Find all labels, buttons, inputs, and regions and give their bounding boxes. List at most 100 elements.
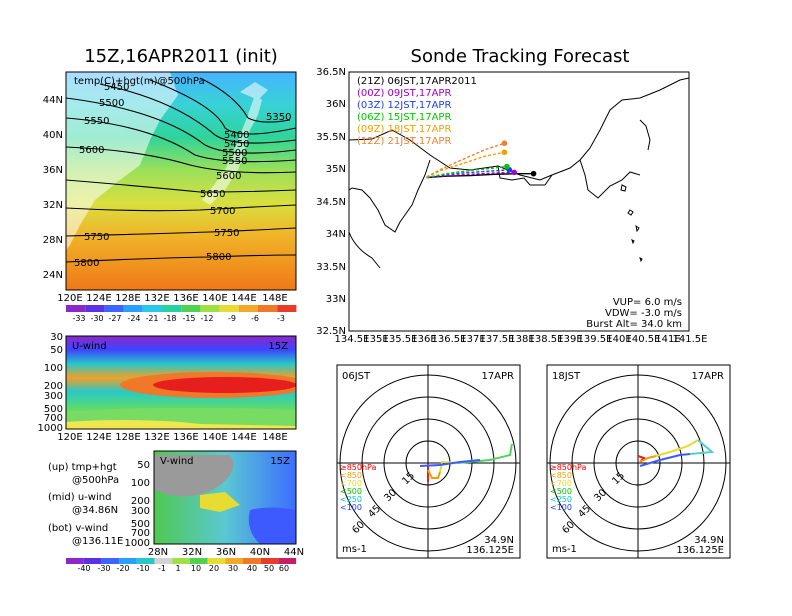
lat-tick: 32.5N xyxy=(316,326,346,337)
lat-tick: 34N xyxy=(326,229,346,240)
legend-entry: (06Z) 15JST,17APR xyxy=(357,112,451,123)
lon-tick: 139E xyxy=(557,334,582,345)
track-lon-ticks: 134.5E 135E 135.5E 136E 136.5E 137E 137.… xyxy=(335,334,708,345)
level-legend: <700 xyxy=(550,479,572,488)
polar-right-date: 17APR xyxy=(691,371,724,382)
hodo-low xyxy=(427,469,441,479)
legend-entry: (03Z) 12JST,17APR xyxy=(357,100,451,111)
colorbar-label: 10 xyxy=(191,564,201,573)
lon-tick: 136E xyxy=(173,293,198,304)
colorbar-label: -9 xyxy=(228,314,236,323)
x-tick: 40N xyxy=(250,547,270,558)
colorbar-swatch xyxy=(101,558,120,564)
vwind-yellow xyxy=(200,492,240,512)
y-tick: 100 xyxy=(44,363,63,374)
lon-tick: 124E xyxy=(86,293,111,304)
x-tick: 136E xyxy=(173,432,198,443)
lon-tick: 120E xyxy=(57,293,82,304)
y-tick: 200 xyxy=(44,381,63,392)
colorbar-swatch xyxy=(225,558,243,564)
lat-tick: 24N xyxy=(43,270,63,281)
track-params: VUP= 6.0 m/s VDW= -3.0 m/s Burst Alt= 34… xyxy=(586,297,682,330)
colorbar-swatch xyxy=(83,558,102,564)
y-tick: 500 xyxy=(44,404,63,415)
track-line xyxy=(426,142,505,178)
colorbar-vwind-labels: -40 -30 -20 -10 -1 1 10 20 30 40 50 60 xyxy=(77,564,289,573)
contour-5600 xyxy=(66,146,296,174)
lon-tick: 144E xyxy=(231,293,256,304)
lat-tick: 28N xyxy=(43,235,63,246)
colorbar-swatch xyxy=(277,305,297,312)
polar-right-levels: ≥850hPa <850 <700 <500 <250 <100 xyxy=(550,463,587,512)
y-tick: 100 xyxy=(131,478,150,489)
vwind-grey xyxy=(154,455,234,497)
lon-tick: 139.5E xyxy=(578,334,613,345)
polar-left-lon: 136.125E xyxy=(466,545,514,556)
polar-left-time: 06JST xyxy=(342,371,371,382)
legend-entry: (21Z) 06JST,17APR2011 xyxy=(357,76,477,87)
lon-tick: 148E xyxy=(262,293,287,304)
lat-tick: 35.5N xyxy=(316,132,346,143)
legend-entry: (09Z) 18JST,17APR xyxy=(357,124,451,135)
x-tick: 140E xyxy=(202,432,227,443)
vwind-y-ticks: 50 100 200 300 500 700 1000 xyxy=(125,460,150,549)
colorbar-swatch xyxy=(66,558,84,564)
vwind-time: 15Z xyxy=(270,456,290,467)
contour-label: 5750 xyxy=(214,228,239,239)
contour-5700 xyxy=(66,204,296,212)
colorbar-swatch xyxy=(238,305,258,312)
colorbar-label: 1 xyxy=(175,564,180,573)
contour-5650 xyxy=(66,179,296,193)
track-lat-ticks: 36.5N 36N 35.5N 35N 34.5N 34N 33.5N 33N … xyxy=(316,67,346,337)
contour-5500 xyxy=(66,97,296,154)
level-legend: <700 xyxy=(340,479,362,488)
track-coast xyxy=(349,77,689,269)
lon-tick: 141.5E xyxy=(673,334,708,345)
polar-left-hodo xyxy=(419,443,513,482)
x-tick: 132E xyxy=(144,432,169,443)
map-500-contours xyxy=(66,77,296,263)
coastline-east xyxy=(639,119,651,151)
contour-label: 5800 xyxy=(206,252,231,263)
colorbar-label: -6 xyxy=(251,314,259,323)
uwind-y-ticks: 30 50 100 200 300 500 700 1000 xyxy=(38,332,63,434)
legend-entry: (12Z) 21JST,17APR xyxy=(357,136,451,147)
colorbar-swatch xyxy=(278,558,297,564)
note-up-1: (up) tmp+hgt xyxy=(48,462,117,473)
jet-core xyxy=(153,377,296,393)
colorbar-label: -21 xyxy=(145,314,158,323)
colorbar-label: -33 xyxy=(72,314,85,323)
y-tick: 300 xyxy=(131,506,150,517)
coastline-bay xyxy=(497,165,553,186)
hodo-low xyxy=(639,455,657,463)
uwind-time: 15Z xyxy=(268,341,288,352)
colorbar-swatch xyxy=(258,305,278,312)
contour-labels: 5450 5500 5550 5600 5350 5400 5450 5500 … xyxy=(74,82,291,269)
polar-right-ring-labels: 15 30 45 60 xyxy=(560,470,627,536)
level-legend: <500 xyxy=(340,487,362,496)
track-endpoint xyxy=(511,169,517,176)
polar-right-rings xyxy=(547,365,730,558)
lon-tick: 140E xyxy=(606,334,631,345)
lat-tick: 35N xyxy=(326,164,346,175)
x-tick: 28N xyxy=(148,547,168,558)
land-hokkaido xyxy=(240,82,268,100)
map-500hpa: temp(C)+hgt(m)@500hPa 5450 5500 5550 560… xyxy=(43,71,297,323)
map-500-lat-ticks: 44N 40N 36N 32N 28N 24N xyxy=(43,95,63,281)
polar-left-lat: 34.9N xyxy=(484,535,514,546)
level-legend: <250 xyxy=(550,495,572,504)
note-up-2: @500hPa xyxy=(72,475,119,486)
uwind-x-ticks: 120E 124E 128E 132E 136E 140E 144E 148E xyxy=(57,432,287,443)
colorbar-label: -10 xyxy=(136,564,149,573)
colorbar-label: 40 xyxy=(247,564,257,573)
colorbar-label: -40 xyxy=(77,564,90,573)
colorbar-swatch xyxy=(104,305,124,312)
contour-label: 5800 xyxy=(74,258,99,269)
x-tick: 120E xyxy=(57,432,82,443)
land-japan xyxy=(202,95,262,205)
level-legend: <250 xyxy=(340,495,362,504)
x-tick: 144E xyxy=(231,432,256,443)
lat-tick: 33.5N xyxy=(316,262,346,273)
colorbar-label: -20 xyxy=(116,564,129,573)
lon-tick: 138E xyxy=(509,334,534,345)
